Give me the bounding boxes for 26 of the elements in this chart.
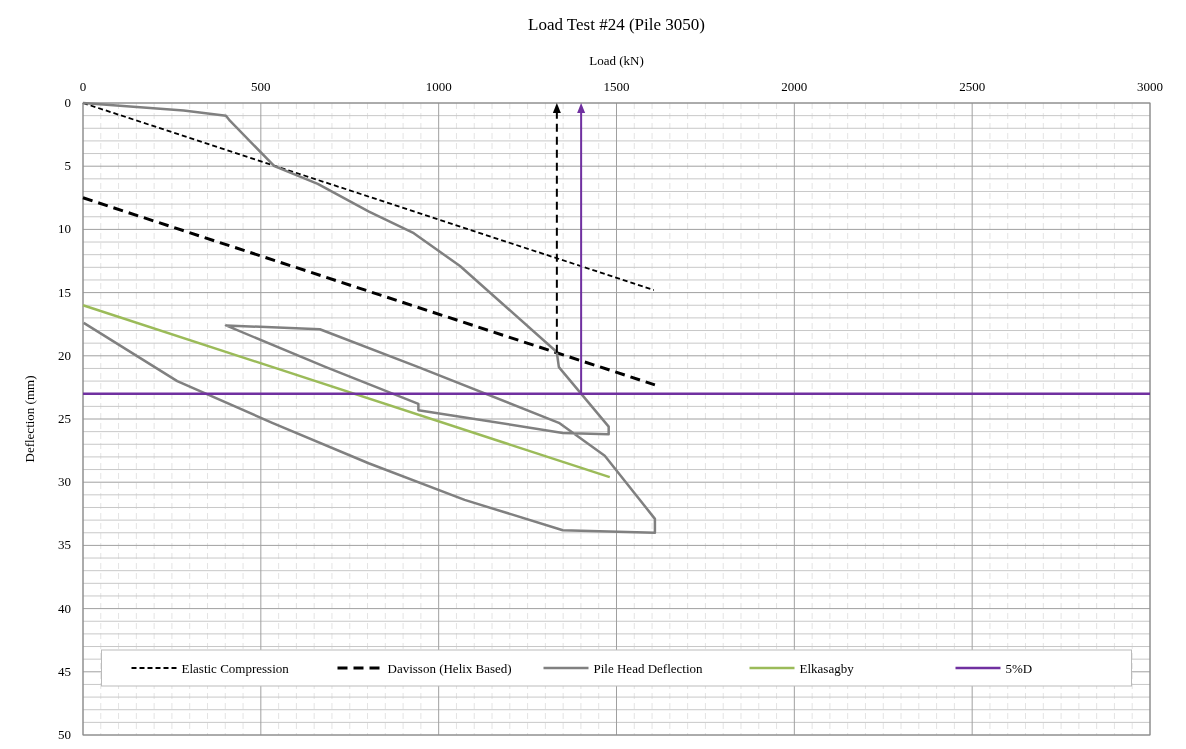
x-axis-title: Load (kN): [589, 53, 644, 68]
y-tick-label: 10: [58, 221, 71, 237]
legend-label: Elastic Compression: [181, 661, 290, 676]
x-tick-label: 1000: [425, 79, 452, 94]
y-tick-label: 25: [58, 411, 71, 426]
x-tick-label: 3000: [1137, 79, 1163, 94]
legend-label: 5%D: [1005, 661, 1033, 676]
legend-label: Pile Head Deflection: [593, 661, 704, 676]
y-tick-label: 50: [58, 727, 71, 742]
y-tick-label: 20: [58, 347, 71, 363]
x-tick-label: 2500: [959, 79, 986, 94]
y-tick-label: 40: [58, 600, 71, 616]
y-axis-title: Deflection (mm): [22, 375, 37, 463]
y-tick-label: 30: [58, 474, 71, 490]
y-tick-label: 0: [64, 95, 71, 110]
y-tick-label: 45: [58, 663, 71, 679]
x-tick-label: 2000: [781, 79, 808, 94]
y-tick-label: 15: [58, 284, 71, 300]
x-tick-label: 500: [251, 79, 271, 94]
y-tick-label: 5: [64, 158, 71, 174]
legend-label: Davisson (Helix Based): [387, 661, 512, 676]
x-tick-label: 1500: [603, 79, 630, 94]
x-tick-label: 0: [79, 79, 87, 94]
y-tick-label: 35: [58, 537, 71, 553]
chart-title: Load Test #24 (Pile 3050): [528, 15, 705, 34]
legend-label: Elkasagby: [799, 661, 855, 676]
